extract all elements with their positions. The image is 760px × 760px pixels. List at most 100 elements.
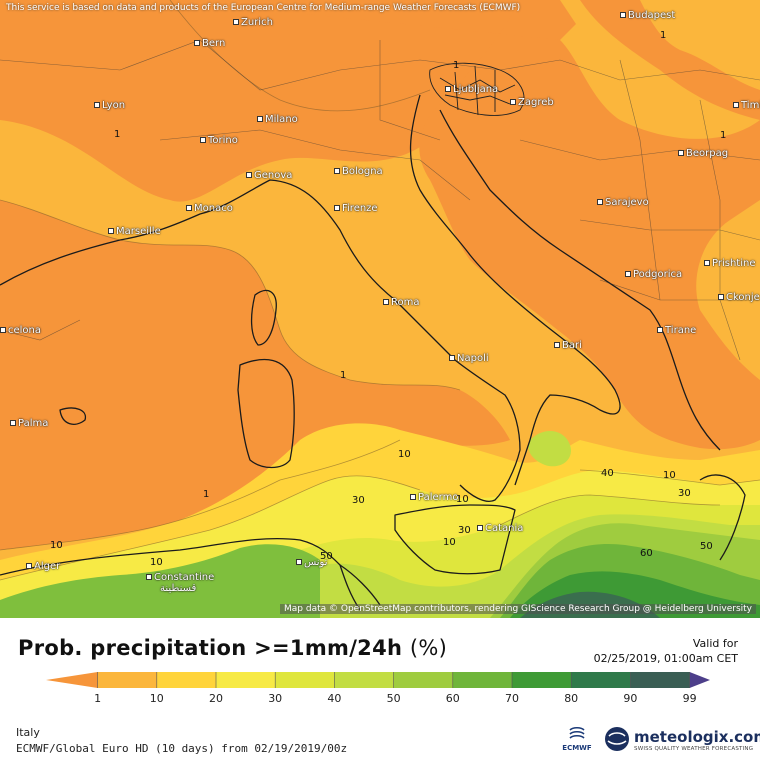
probability-contour-lines bbox=[0, 0, 760, 581]
admin-boundaries bbox=[0, 39, 760, 361]
legend-tick-label: 70 bbox=[505, 692, 519, 705]
contour-label: 30 bbox=[678, 488, 691, 499]
legend-tick-label: 30 bbox=[268, 692, 282, 705]
contour-label: 1 bbox=[660, 30, 667, 41]
city-label: Alger bbox=[26, 561, 60, 572]
city-label: Budapest bbox=[620, 10, 675, 21]
contour-label: 10 bbox=[663, 470, 676, 481]
legend-swatch bbox=[512, 672, 572, 688]
city-label: Bologna bbox=[334, 166, 383, 177]
city-label: Bern bbox=[194, 38, 225, 49]
coastlines bbox=[0, 94, 746, 611]
city-label: Podgorica bbox=[625, 269, 682, 280]
contour-label: 1 bbox=[114, 129, 121, 140]
city-label: Tirane bbox=[657, 325, 696, 336]
legend-swatch bbox=[452, 672, 513, 688]
legend-swatch bbox=[334, 672, 395, 688]
legend-swatch bbox=[275, 672, 335, 688]
brand-tagline: SWISS QUALITY WEATHER FORECASTING bbox=[634, 746, 754, 752]
contour-label: 10 bbox=[150, 557, 163, 568]
probability-zone-ne-orange bbox=[580, 0, 760, 120]
city-label: Torino bbox=[200, 135, 238, 146]
contour-label: 1 bbox=[340, 370, 347, 381]
city-label: Palermo bbox=[410, 492, 458, 503]
legend-swatch bbox=[393, 672, 454, 688]
osm-attribution[interactable]: Map data © OpenStreetMap contributors, r… bbox=[280, 604, 756, 614]
meteologix-logo[interactable]: meteologix.com SWISS QUALITY WEATHER FOR… bbox=[604, 726, 760, 756]
legend-arrow-high bbox=[689, 672, 710, 688]
model-run-label: ECMWF/Global Euro HD (10 days) from 02/1… bbox=[16, 742, 348, 755]
legend-swatch bbox=[630, 672, 691, 688]
probability-zone-orange-italy bbox=[170, 0, 760, 450]
contour-label: 30 bbox=[458, 525, 471, 536]
contour-label: 50 bbox=[320, 551, 333, 562]
legend-swatch bbox=[97, 672, 158, 688]
contour-label: 10 bbox=[443, 537, 456, 548]
city-label: Napoli bbox=[449, 353, 489, 364]
contour-label: 10 bbox=[456, 494, 469, 505]
city-label: Timisoara bbox=[733, 100, 760, 111]
region-label: Italy bbox=[16, 726, 40, 739]
legend-tick-label: 99 bbox=[683, 692, 697, 705]
city-label: Prishtine bbox=[704, 258, 755, 269]
ecmwf-attribution: This service is based on data and produc… bbox=[6, 3, 521, 13]
ecmwf-logo[interactable]: ECMWF bbox=[560, 726, 594, 752]
city-label: Roma bbox=[383, 297, 420, 308]
legend-tick-label: 40 bbox=[327, 692, 341, 705]
probability-zone-adriatic-yellow bbox=[429, 276, 477, 340]
city-label: Constantine bbox=[146, 572, 214, 583]
city-label: Monaco bbox=[186, 203, 233, 214]
map-canvas bbox=[0, 0, 760, 618]
legend-tick-label: 60 bbox=[446, 692, 460, 705]
contour-label: 50 bbox=[700, 541, 713, 552]
probability-zone-orange-west bbox=[0, 200, 510, 550]
legend-tick-label: 90 bbox=[623, 692, 637, 705]
meteologix-globe-icon bbox=[605, 727, 629, 751]
legend-tick-label: 10 bbox=[150, 692, 164, 705]
map-title: Prob. precipitation >=1mm/24h (%) bbox=[18, 636, 448, 660]
contour-label: 1 bbox=[720, 130, 727, 141]
city-label: Genova bbox=[246, 170, 292, 181]
precipitation-map[interactable]: This service is based on data and produc… bbox=[0, 0, 760, 618]
legend-swatch bbox=[571, 672, 631, 688]
legend-tick-label: 1 bbox=[94, 692, 101, 705]
probability-zone-ionian-green bbox=[528, 430, 571, 467]
brand-name: meteologix.com bbox=[634, 728, 760, 746]
valid-label: Valid for bbox=[692, 637, 738, 650]
ecmwf-logo-text: ECMWF bbox=[562, 744, 592, 752]
city-label: Lyon bbox=[94, 100, 125, 111]
city-label: Firenze bbox=[334, 203, 378, 214]
legend-tick-label: 20 bbox=[209, 692, 223, 705]
city-label: قسنطينة bbox=[160, 583, 197, 594]
legend-tick-label: 80 bbox=[564, 692, 578, 705]
city-label: Zagreb bbox=[510, 97, 554, 108]
contour-label: 1 bbox=[203, 489, 210, 500]
city-label: Palma bbox=[10, 418, 48, 429]
ecmwf-emblem-icon bbox=[569, 726, 585, 739]
color-legend: 1 10 20 30 40 50 60 70 80 90 99 bbox=[46, 672, 714, 716]
city-label: تونس bbox=[296, 557, 327, 568]
contour-label: 60 bbox=[640, 548, 653, 559]
contour-label: 40 bbox=[601, 468, 614, 479]
contour-label: 10 bbox=[398, 449, 411, 460]
probability-zone-70-nw-africa bbox=[0, 544, 320, 618]
city-label: Sarajevo bbox=[597, 197, 649, 208]
city-label: celona bbox=[0, 325, 41, 336]
legend-swatch bbox=[216, 672, 276, 688]
city-label: Ckonje bbox=[718, 292, 760, 303]
valid-date: 02/25/2019, 01:00am CET bbox=[593, 652, 738, 665]
city-label: Marseille bbox=[108, 226, 161, 237]
legend-swatch bbox=[156, 672, 217, 688]
legend-tick-label: 50 bbox=[387, 692, 401, 705]
city-label: Catania bbox=[477, 523, 523, 534]
contour-label: 1 bbox=[453, 60, 460, 71]
city-label: Zurich bbox=[233, 17, 273, 28]
contour-label: 10 bbox=[50, 540, 63, 551]
contour-label: 30 bbox=[352, 495, 365, 506]
city-label: Bari bbox=[554, 340, 582, 351]
city-label: Beorpag bbox=[678, 148, 728, 159]
valid-time: Valid for 02/25/2019, 01:00am CET bbox=[594, 636, 738, 666]
slovenia-municipalities bbox=[429, 62, 525, 116]
city-label: Ljubljana bbox=[445, 84, 498, 95]
legend-arrow-low bbox=[46, 672, 98, 688]
